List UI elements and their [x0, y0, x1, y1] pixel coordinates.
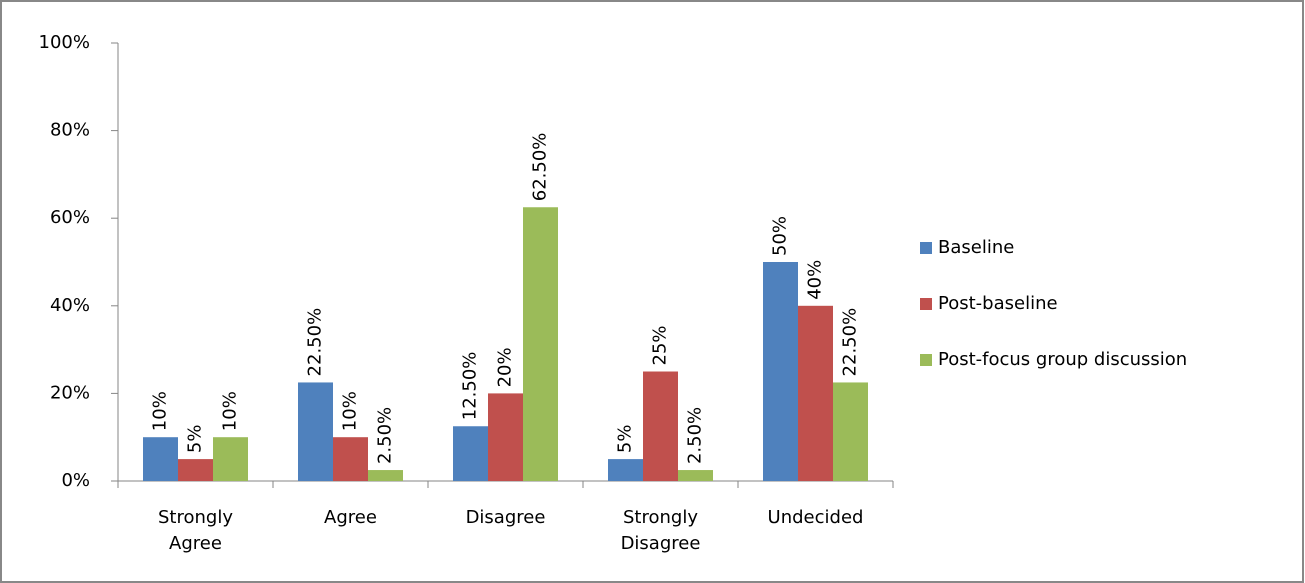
bar — [643, 371, 678, 481]
y-tick-label: 0% — [61, 470, 90, 491]
legend-label: Baseline — [938, 237, 1014, 258]
legend-swatch — [920, 298, 932, 310]
bar — [763, 262, 798, 481]
data-label: 40% — [805, 260, 826, 300]
bar — [453, 426, 488, 481]
bar — [678, 470, 713, 481]
y-tick-label: 60% — [50, 207, 90, 228]
legend-swatch — [920, 354, 932, 366]
x-tick-label: Strongly Agree — [158, 507, 233, 554]
data-label: 2.50% — [375, 407, 396, 464]
legend-label: Post-focus group discussion — [938, 349, 1187, 370]
bar — [298, 382, 333, 481]
data-label: 5% — [615, 425, 636, 454]
data-label: 5% — [185, 425, 206, 454]
bar — [368, 470, 403, 481]
bar — [523, 207, 558, 481]
y-tick-label: 40% — [50, 295, 90, 316]
y-tick-label: 100% — [39, 32, 90, 53]
data-label: 10% — [220, 391, 241, 431]
data-label: 50% — [770, 216, 791, 256]
data-label: 2.50% — [685, 407, 706, 464]
data-label: 20% — [495, 347, 516, 387]
x-tick-label: Undecided — [767, 507, 864, 528]
data-label: 12.50% — [460, 352, 481, 421]
x-tick-label: Strongly Disagree — [620, 507, 701, 554]
bar — [333, 437, 368, 481]
data-label: 10% — [150, 391, 171, 431]
bar — [143, 437, 178, 481]
data-label: 62.50% — [530, 133, 551, 202]
bar — [488, 393, 523, 481]
data-label: 25% — [650, 325, 671, 365]
y-tick-label: 80% — [50, 120, 90, 141]
data-label: 22.50% — [305, 308, 326, 377]
x-tick-label: Disagree — [465, 507, 546, 528]
legend-label: Post-baseline — [938, 293, 1058, 314]
bar — [178, 459, 213, 481]
bar — [213, 437, 248, 481]
bar — [833, 382, 868, 481]
bar — [798, 305, 833, 481]
y-tick-label: 20% — [50, 382, 90, 403]
data-label: 10% — [340, 391, 361, 431]
x-tick-label: Agree — [324, 507, 377, 528]
data-label: 22.50% — [840, 308, 861, 377]
legend-swatch — [920, 242, 932, 254]
bar — [608, 459, 643, 481]
